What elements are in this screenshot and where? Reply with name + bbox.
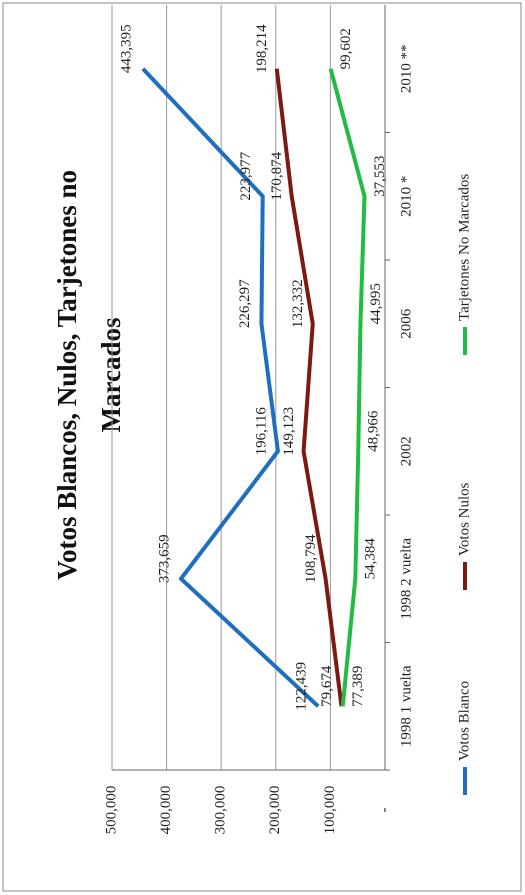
x-tick-label: 2010 *	[398, 176, 414, 217]
data-label: 223,977	[238, 151, 254, 200]
data-label: 108,794	[303, 534, 319, 583]
y-tick-label: 400,000	[158, 786, 174, 835]
data-label: 198,214	[254, 24, 270, 73]
data-label: 443,395	[118, 24, 134, 73]
legend-label: Tarjetones No Marcados	[456, 174, 472, 321]
series-line	[274, 68, 344, 707]
data-label: 170,874	[269, 151, 285, 200]
y-tick-label: 200,000	[267, 786, 283, 835]
y-tick-label: 500,000	[103, 786, 119, 835]
x-tick-label: 2002	[398, 436, 414, 466]
legend-label: Votos Nulos	[456, 482, 472, 556]
data-label: 79,674	[319, 665, 335, 707]
data-label: 99,602	[338, 28, 354, 69]
y-tick-label: -	[376, 808, 392, 813]
data-label: 149,123	[281, 407, 297, 456]
x-tick-label: 2006	[398, 308, 414, 339]
data-label: 373,659	[156, 534, 172, 583]
y-tick-label: 100,000	[322, 786, 338, 835]
series-line	[328, 68, 367, 707]
x-tick-label: 2010 **	[398, 44, 414, 93]
data-label: 196,116	[253, 407, 269, 456]
data-label: 77,389	[350, 666, 366, 707]
data-label: 37,553	[372, 156, 388, 197]
data-label: 48,966	[366, 410, 382, 452]
series-line	[141, 67, 320, 708]
data-label: 122,439	[294, 662, 310, 711]
rotated-chart: Votos Blancos, Nulos, Tarjetones no Marca…	[52, 5, 472, 834]
data-label: 44,995	[368, 283, 384, 324]
x-tick-label: 1998 2 vuelta	[398, 538, 414, 620]
x-tick-label: 1998 1 vuelta	[398, 665, 414, 747]
data-label: 54,384	[363, 538, 379, 580]
chart-title: Votos Blancos, Nulos, Tarjetones no Marca…	[52, 170, 126, 580]
data-label: 226,297	[237, 279, 253, 328]
legend-label: Votos Blanco	[456, 681, 472, 761]
y-tick-label: 300,000	[213, 786, 229, 835]
data-label: 132,332	[290, 279, 306, 328]
